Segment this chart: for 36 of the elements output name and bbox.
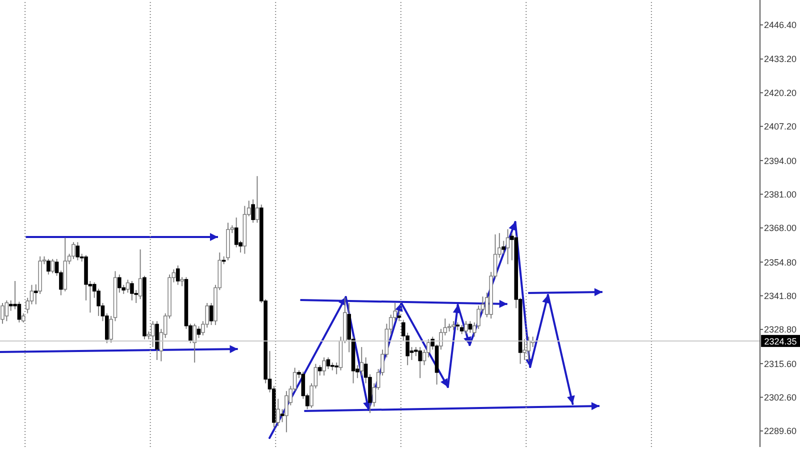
y-tick-label: 2368.00 <box>764 223 797 234</box>
candlestick <box>126 279 130 294</box>
y-tick-label: 2289.60 <box>764 426 797 436</box>
candlestick <box>418 346 422 379</box>
candlestick <box>17 301 22 323</box>
candlestick <box>176 264 180 286</box>
candlestick <box>360 346 364 376</box>
y-tick-label: 2341.80 <box>764 290 797 301</box>
candlestick <box>46 258 50 276</box>
ref-line-label: 2324.35 <box>764 336 797 346</box>
candlestick <box>464 320 468 335</box>
y-tick-label: 2328.80 <box>764 324 797 335</box>
y-tick-label: 2433.20 <box>764 54 797 64</box>
candlestick <box>4 300 9 322</box>
y-tick-label: 2302.60 <box>764 392 797 402</box>
candlestick <box>180 276 184 287</box>
y-tick-label: 2315.60 <box>764 358 797 369</box>
candlestick <box>468 320 472 334</box>
y-tick-label: 2354.80 <box>764 257 797 268</box>
candlestick <box>460 324 464 335</box>
candlestick <box>130 280 134 301</box>
candlestick <box>506 228 510 265</box>
y-tick-label: 2407.20 <box>764 122 797 132</box>
candlestick <box>322 356 326 376</box>
y-tick-label: 2420.20 <box>764 88 797 98</box>
y-tick-label: 2446.40 <box>764 20 797 30</box>
candlestick <box>234 217 238 248</box>
candlestick <box>76 242 80 261</box>
candlestick <box>138 248 142 300</box>
y-tick-label: 2381.00 <box>764 189 797 200</box>
y-tick-label: 2394.00 <box>764 156 797 166</box>
candlestick <box>192 323 196 364</box>
candlestick <box>255 176 260 224</box>
candlestick <box>50 258 55 274</box>
candlestick <box>326 356 330 370</box>
candlestick <box>452 320 456 331</box>
